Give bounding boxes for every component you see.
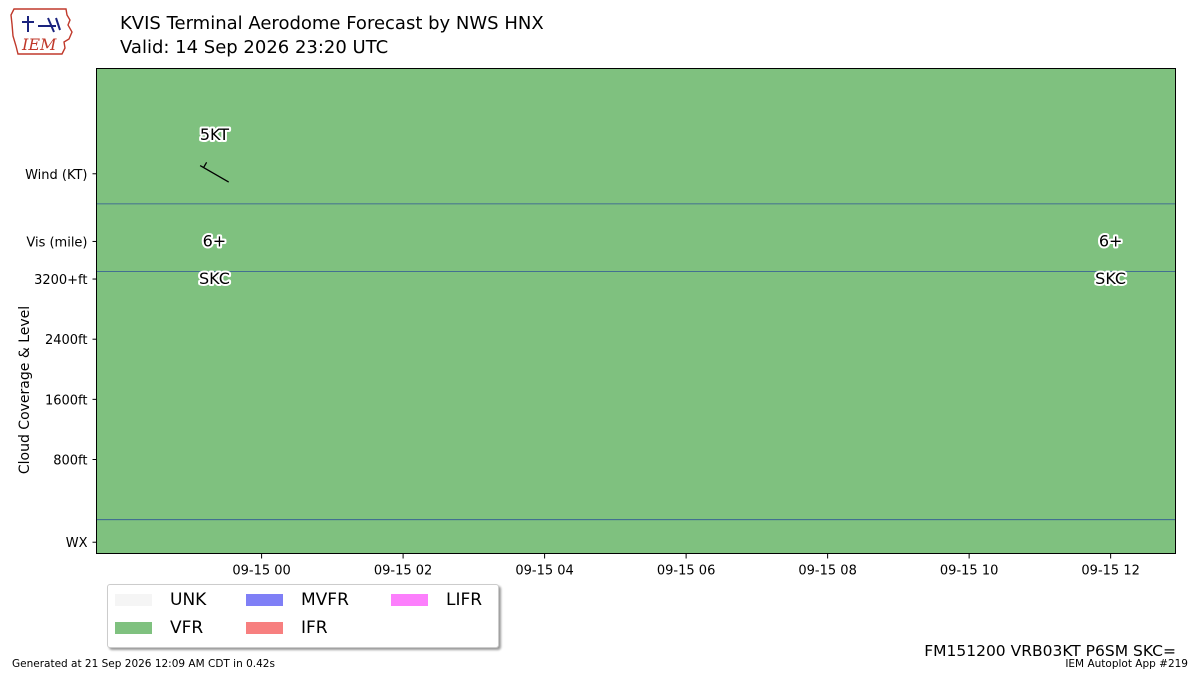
wind-barb <box>199 164 230 183</box>
visibility-label: 6+ <box>203 231 227 250</box>
x-tick-label: 09-15 08 <box>798 564 856 579</box>
visibility-label: 6+ <box>1099 231 1123 250</box>
x-tick-label: 09-15 06 <box>657 564 715 579</box>
sky-condition-label: SKC <box>1095 269 1126 288</box>
generated-timestamp: Generated at 21 Sep 2026 12:09 AM CDT in… <box>12 658 275 670</box>
iem-logo: IEM <box>10 8 73 55</box>
wind-barb-flag <box>203 162 208 168</box>
x-tick-label: 09-15 12 <box>1081 564 1139 579</box>
y-axis-label: Cloud Coverage & Level <box>17 306 33 474</box>
x-tick-label: 09-15 00 <box>232 564 290 579</box>
legend-item-unk: UNK <box>115 589 206 611</box>
legend-item-lifr: LIFR <box>391 589 482 611</box>
y-tick-label: Wind (KT) <box>25 168 87 183</box>
legend-label-vfr: VFR <box>170 618 204 638</box>
y-tick-label: 3200+ft <box>34 273 87 288</box>
legend-item-mvfr: MVFR <box>246 589 349 611</box>
legend-label-ifr: IFR <box>301 618 328 638</box>
wind-speed-label: 5KT <box>200 125 229 144</box>
legend-label-unk: UNK <box>170 590 207 610</box>
x-tick-label: 09-15 02 <box>374 564 432 579</box>
app-id: IEM Autoplot App #219 <box>1065 658 1188 670</box>
chart-title: KVIS Terminal Aerodome Forecast by NWS H… <box>120 13 544 34</box>
iem-logo-text: IEM <box>21 35 57 54</box>
legend-item-vfr: VFR <box>115 617 203 639</box>
legend-swatch-lifr <box>391 594 428 606</box>
y-tick-label: 2400ft <box>45 333 88 348</box>
flight-category-vfr <box>96 68 1176 554</box>
legend: UNK VFR MVFR IFR LIFR <box>107 584 499 648</box>
legend-swatch-vfr <box>115 622 152 634</box>
y-tick-label: Vis (mile) <box>26 235 87 250</box>
legend-swatch-unk <box>115 594 152 606</box>
legend-swatch-mvfr <box>246 594 283 606</box>
legend-swatch-ifr <box>246 622 283 634</box>
x-tick-label: 09-15 04 <box>515 564 573 579</box>
raw-taf-text: FM151200 VRB03KT P6SM SKC= <box>924 642 1176 660</box>
y-tick-label: 800ft <box>53 454 87 469</box>
legend-item-ifr: IFR <box>246 617 328 639</box>
sky-condition-label: SKC <box>199 269 230 288</box>
plot-area <box>96 68 1176 554</box>
chart-subtitle: Valid: 14 Sep 2026 23:20 UTC <box>120 37 389 58</box>
y-tick-label: 1600ft <box>45 393 88 408</box>
legend-label-lifr: LIFR <box>446 590 483 610</box>
legend-label-mvfr: MVFR <box>301 590 349 610</box>
x-tick-label: 09-15 10 <box>940 564 998 579</box>
y-tick-label: WX <box>66 536 88 551</box>
